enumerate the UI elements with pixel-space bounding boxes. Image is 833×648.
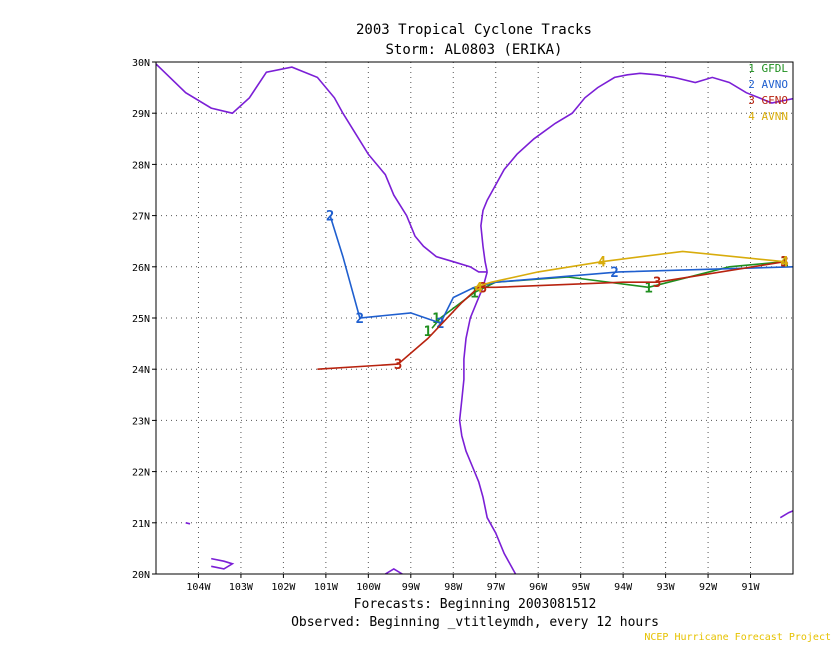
x-tick-label: 98W: [444, 582, 463, 593]
track-marker-gfno: 3: [394, 357, 402, 373]
track-line-avno: [329, 215, 793, 325]
y-tick-label: 24N: [132, 365, 150, 376]
track-marker-gfdl: 1: [424, 324, 432, 340]
legend-entry-avnn: 4 AVNN: [748, 110, 788, 123]
x-tick-label: 96W: [529, 582, 548, 593]
x-tick-label: 95W: [572, 582, 591, 593]
coastline: [211, 557, 235, 570]
track-marker-gfdl: 1: [470, 285, 478, 301]
coastline: [458, 271, 517, 574]
coastline-layer: [156, 62, 793, 574]
track-marker-avno: 2: [356, 311, 364, 327]
y-tick-label: 28N: [132, 160, 150, 171]
track-marker-avnn: 4: [598, 255, 606, 271]
chart-subtitle: Storm: AL0803 (ERIKA): [385, 42, 562, 58]
track-marker-gfdl: 1: [780, 255, 788, 271]
footer-forecasts: Forecasts: Beginning 2003081512: [354, 597, 597, 612]
x-tick-label: 102W: [271, 582, 296, 593]
track-marker-gfno: 3: [780, 255, 788, 271]
x-tick-label: 104W: [186, 582, 211, 593]
legend-entry-gfno: 3 GFNO: [748, 94, 788, 107]
coastline: [156, 62, 488, 273]
track-line-gfno: [317, 260, 785, 370]
y-tick-label: 23N: [132, 416, 150, 427]
axis-layer: 104W 103W 102W 101W 100W 99W 98W 97W 96W 95W 94W 93…: [132, 58, 761, 593]
footer-observed: Observed: Beginning _vtitleymdh, every 1…: [291, 615, 659, 630]
y-tick-label: 30N: [132, 58, 150, 69]
credit-text: NCEP Hurricane Forecast Project: [644, 632, 831, 643]
track-marker-avno: 2: [610, 265, 618, 281]
coastline: [384, 567, 403, 574]
track-marker-gfno: 3: [653, 275, 661, 291]
track-line-avnn: [474, 250, 785, 289]
track-marker-avnn: 4: [474, 280, 482, 296]
coastline: [480, 72, 793, 273]
y-tick-label: 26N: [132, 263, 150, 274]
x-tick-label: 91W: [742, 582, 761, 593]
y-tick-label: 27N: [132, 212, 150, 223]
x-tick-label: 97W: [487, 582, 506, 593]
coastline: [185, 522, 191, 525]
track-marker-avnn: 4: [780, 255, 788, 271]
y-tick-label: 21N: [132, 519, 150, 530]
x-tick-label: 99W: [402, 582, 421, 593]
track-marker-gfno: 3: [479, 280, 487, 296]
x-tick-label: 92W: [699, 582, 718, 593]
y-tick-label: 29N: [132, 109, 150, 120]
track-marker-gfdl: 1: [432, 311, 440, 327]
x-tick-label: 94W: [614, 582, 633, 593]
y-tick-label: 20N: [132, 570, 150, 581]
legend-entry-gfdl: 1 GFDL: [748, 62, 788, 75]
track-marker-gfdl: 1: [644, 280, 652, 296]
legend-entry-avno: 2 AVNO: [748, 78, 788, 91]
y-tick-label: 22N: [132, 468, 150, 479]
legend: 1 GFDL 2 AVNO 3 GFNO 4 AVNN: [748, 62, 788, 123]
grid-layer: [156, 61, 793, 575]
track-marker-avno: 2: [326, 209, 334, 225]
x-tick-label: 101W: [314, 582, 339, 593]
coastline: [779, 510, 793, 519]
y-tick-label: 25N: [132, 314, 150, 325]
chart-title: 2003 Tropical Cyclone Tracks: [356, 22, 592, 38]
x-tick-label: 103W: [229, 582, 254, 593]
x-tick-label: 100W: [356, 582, 381, 593]
track-marker-avno: 2: [793, 261, 801, 277]
x-tick-label: 93W: [657, 582, 676, 593]
